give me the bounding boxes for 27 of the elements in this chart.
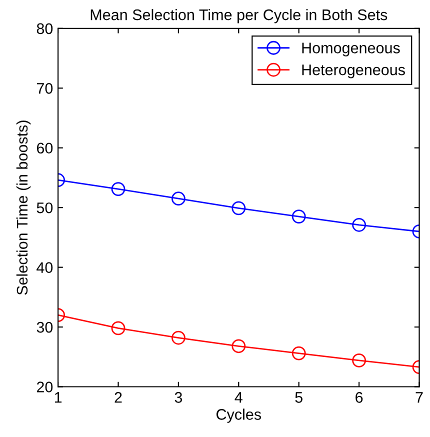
point (172, 330, 186, 345)
y-tick-label: 80 (36, 23, 53, 34)
x-tick-label: 2 (114, 392, 122, 403)
legend-label: Heterogeneous (302, 64, 405, 78)
chart-title: Mean Selection Time per Cycle in Both Sets (90, 9, 388, 24)
y-axis-title: Selection Time (in boosts) (16, 120, 31, 295)
point (172, 192, 186, 206)
y-tick-label: 20 (36, 382, 53, 392)
y-tick-label: 60 (36, 142, 53, 154)
y-tick-label: 50 (36, 202, 53, 214)
point (352, 354, 366, 368)
x-tick-label: 1 (54, 392, 62, 403)
x-tick-label: 4 (234, 392, 242, 403)
point (232, 339, 246, 354)
x-tick-label: 7 (416, 392, 423, 403)
y-tick-label: 70 (36, 82, 53, 94)
x-tick-label: 3 (174, 392, 182, 403)
y-tick-label: 40 (36, 262, 53, 273)
point (292, 210, 306, 224)
point (352, 218, 366, 232)
point (232, 201, 246, 216)
y-tick-label: 30 (36, 322, 53, 333)
x-axis-title: Cycles (216, 408, 262, 423)
legend-label: Homogeneous (302, 42, 400, 56)
point (292, 346, 306, 360)
x-tick-label: 5 (295, 392, 302, 403)
x-tick-label: 6 (356, 392, 363, 403)
